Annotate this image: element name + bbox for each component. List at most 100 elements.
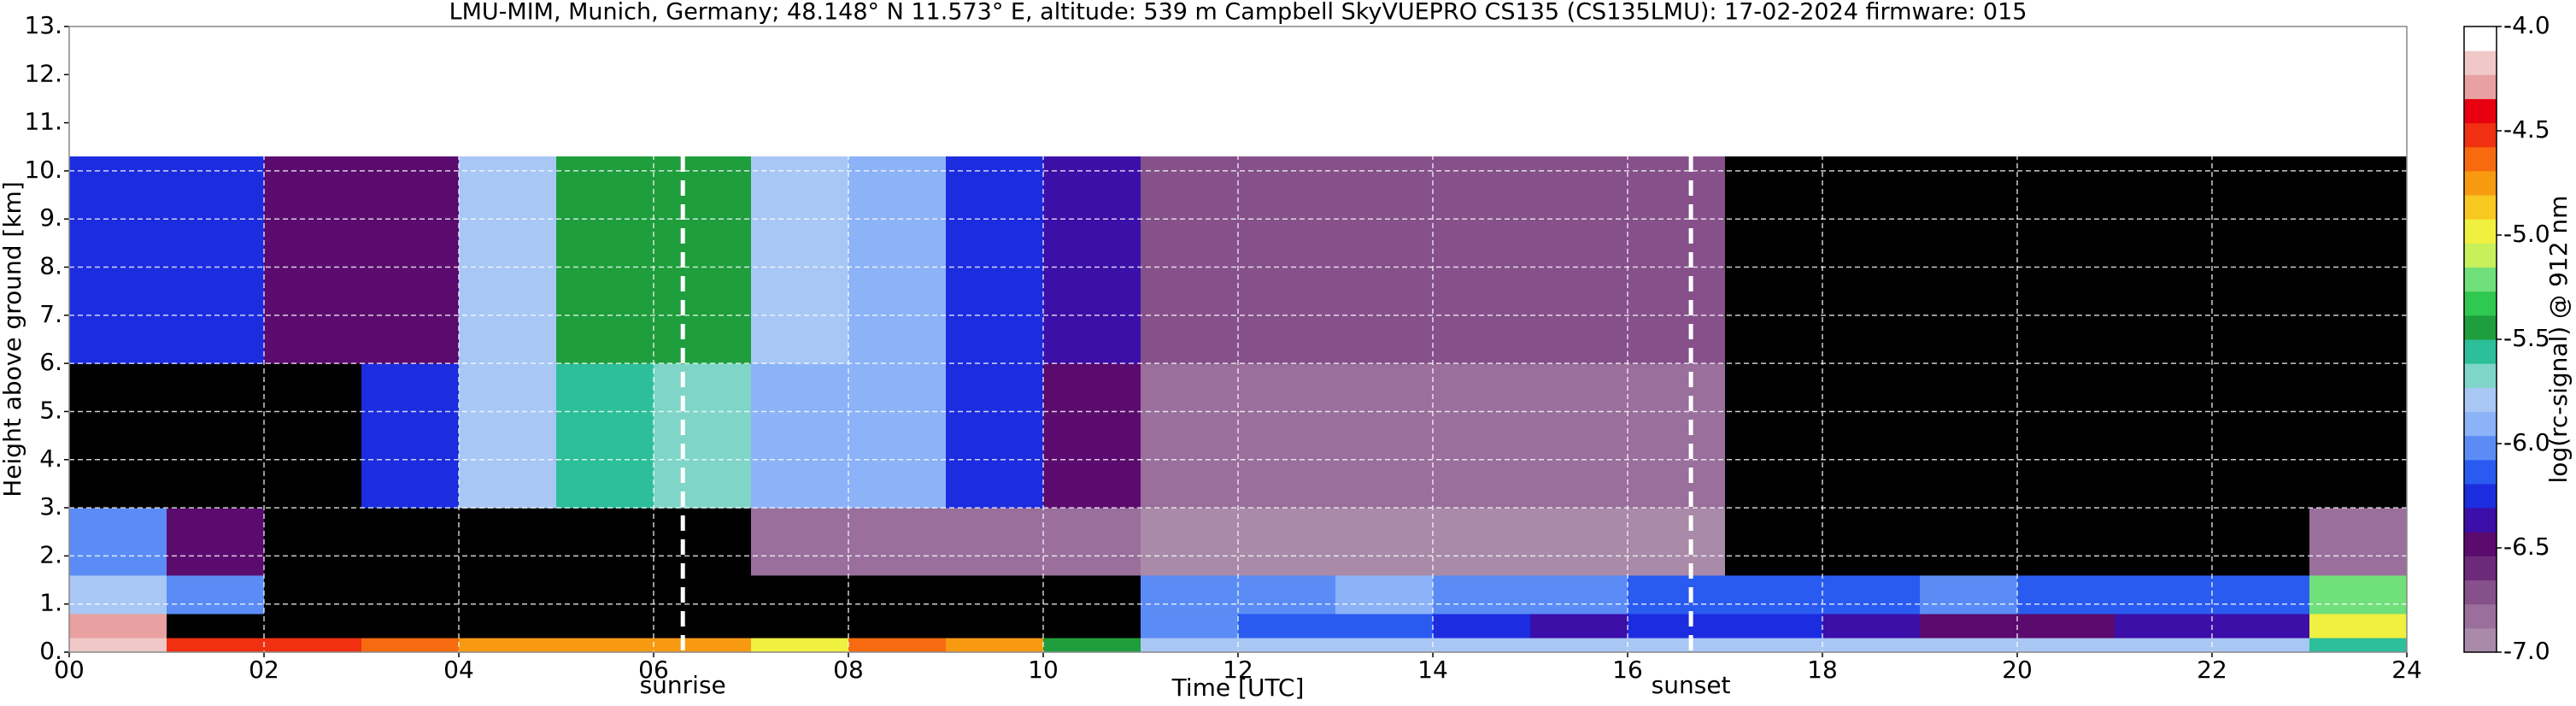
- heatmap-cell: [946, 574, 1044, 615]
- heatmap-cell: [556, 156, 654, 364]
- heatmap-cell: [556, 613, 654, 638]
- heatmap-cell: [2017, 508, 2115, 576]
- colorbar-segment: [2464, 243, 2497, 268]
- heatmap-cell: [1530, 508, 1628, 576]
- x-tick-label: 08: [833, 656, 864, 684]
- heatmap-cell: [1043, 363, 1141, 509]
- colorbar-segment: [2464, 556, 2497, 581]
- heatmap-cell: [2309, 613, 2408, 638]
- heatmap-cell: [1920, 638, 2018, 653]
- heatmap-cell: [69, 574, 167, 615]
- x-tick-label: 22: [2197, 656, 2227, 684]
- heatmap-cell: [1725, 574, 1823, 615]
- heatmap-cell: [1530, 574, 1628, 615]
- y-tick-label: 3.: [39, 492, 62, 521]
- heatmap-cell: [459, 574, 557, 615]
- heatmap-cell: [1238, 638, 1336, 653]
- heatmap-cell: [167, 613, 265, 638]
- heatmap-cell: [2309, 574, 2408, 615]
- heatmap-cell: [946, 613, 1044, 638]
- colorbar-segment: [2464, 74, 2497, 99]
- heatmap-cell: [2309, 363, 2408, 509]
- heatmap-cell: [264, 156, 362, 364]
- heatmap-cell: [1433, 638, 1531, 653]
- heatmap-cell: [1433, 508, 1531, 576]
- heatmap-cell: [167, 156, 265, 364]
- y-tick-label: 11.: [24, 108, 62, 136]
- colorbar-segment: [2464, 146, 2497, 172]
- heatmap-cell: [2017, 638, 2115, 653]
- heatmap-cell: [264, 574, 362, 615]
- heatmap-cell: [2115, 638, 2213, 653]
- heatmap-cell: [1433, 156, 1531, 364]
- colorbar-segment: [2464, 411, 2497, 437]
- heatmap-cell: [1043, 574, 1141, 615]
- heatmap-cell: [167, 574, 265, 615]
- heatmap-cell: [2115, 613, 2213, 638]
- heatmap-cell: [1628, 363, 1726, 509]
- heatmap-cell: [2212, 613, 2310, 638]
- colorbar-segment: [2464, 267, 2497, 292]
- plot-frame: [68, 26, 2408, 653]
- colorbar-segment: [2464, 483, 2497, 509]
- colorbar-segment: [2464, 195, 2497, 220]
- heatmap-cell: [1043, 613, 1141, 638]
- x-tick-label: 20: [2002, 656, 2033, 684]
- x-tick-label: 16: [1612, 656, 1643, 684]
- heatmap-cell: [1822, 508, 1921, 576]
- heatmap-cell: [1335, 613, 1434, 638]
- heatmap-cell: [1238, 156, 1336, 364]
- heatmap-cell: [2115, 508, 2213, 576]
- x-tick-label: 00: [54, 656, 85, 684]
- heatmap-cell: [361, 574, 460, 615]
- heatmap-cell: [459, 613, 557, 638]
- heatmap-cell: [2017, 574, 2115, 615]
- heatmap-cell: [654, 156, 752, 364]
- heatmap-cell: [1043, 638, 1141, 653]
- heatmap-cell: [1725, 638, 1823, 653]
- colorbar-segment: [2464, 532, 2497, 556]
- y-tick-label: 13.: [24, 11, 62, 39]
- colorbar-segment: [2464, 627, 2497, 653]
- heatmap-cell: [2212, 574, 2310, 615]
- heatmap-cell: [1628, 638, 1726, 653]
- heatmap-cell: [2212, 363, 2310, 509]
- y-tick-label: 0.: [39, 637, 62, 665]
- heatmap-cell: [1335, 363, 1434, 509]
- heatmap-cell: [1530, 363, 1628, 509]
- heatmap-cell: [1141, 363, 1239, 509]
- colorbar-segment: [2464, 26, 2497, 51]
- heatmap-cell: [2115, 156, 2213, 364]
- heatmap-cell: [2212, 638, 2310, 653]
- heatmap-cell: [459, 508, 557, 576]
- x-tick-label: 06: [638, 656, 669, 684]
- heatmap-cell: [1238, 363, 1336, 509]
- heatmap-cell: [1043, 156, 1141, 364]
- heatmap-cell: [459, 638, 557, 653]
- colorbar-tick-label: -4.0: [2503, 11, 2550, 39]
- heatmap-cell: [167, 363, 265, 509]
- heatmap-cell: [1822, 363, 1921, 509]
- heatmap-cell: [69, 363, 167, 509]
- heatmap-cell: [1725, 613, 1823, 638]
- colorbar-tick-label: -5.0: [2503, 220, 2550, 248]
- heatmap-cell: [2309, 156, 2408, 364]
- heatmap-cell: [556, 363, 654, 509]
- x-axis-label: Time [UTC]: [1171, 674, 1305, 702]
- heatmap-cell: [1920, 508, 2018, 576]
- heatmap-cell: [654, 613, 752, 638]
- colorbar-tick-label: -6.5: [2503, 532, 2550, 561]
- heatmap-cell: [946, 363, 1044, 509]
- heatmap-cell: [751, 363, 849, 509]
- heatmap-cell: [69, 508, 167, 576]
- colorbar-segment: [2464, 291, 2497, 316]
- heatmap-cell: [751, 156, 849, 364]
- heatmap-cell: [751, 508, 849, 576]
- x-tick-label: 14: [1417, 656, 1448, 684]
- heatmap-cell: [751, 638, 849, 653]
- colorbar-segment: [2464, 339, 2497, 364]
- heatmap-cell: [361, 156, 460, 364]
- x-tick-label: 24: [2391, 656, 2422, 684]
- heatmap-cell: [69, 613, 167, 638]
- heatmap-cell: [2017, 156, 2115, 364]
